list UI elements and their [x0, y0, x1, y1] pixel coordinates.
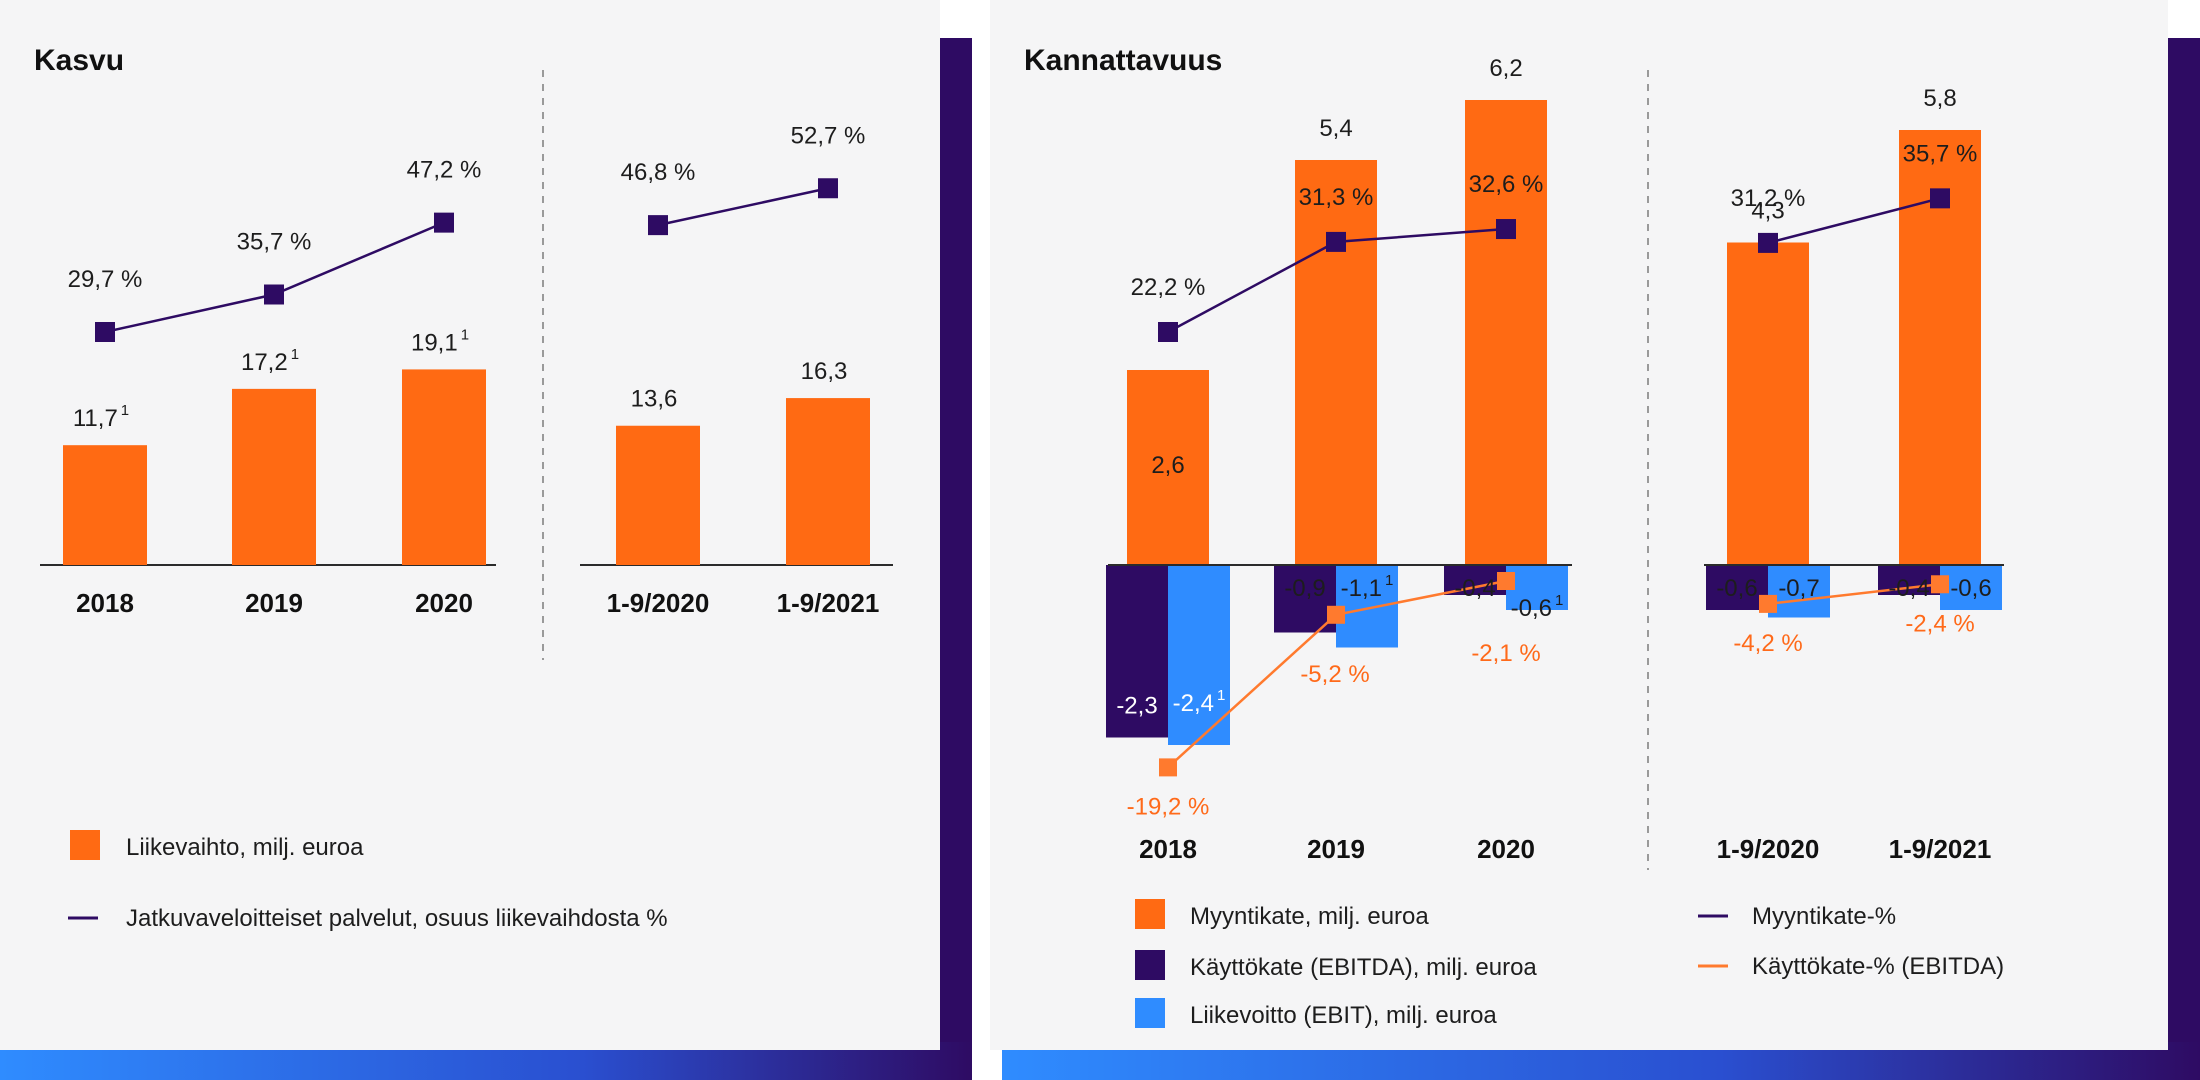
recurring-share-marker-1-9-2020 [648, 215, 668, 236]
ebit-bar-2020 [1506, 565, 1568, 610]
gross-margin-pct-value-label: 32,6 % [1469, 171, 1544, 198]
legend-revenue-label: Liikevaihto, milj. euroa [126, 834, 364, 861]
revenue-bar-2018 [63, 445, 147, 565]
revenue-bar-2019 [232, 388, 316, 565]
legend-ebitda-swatch [1135, 950, 1165, 980]
ebitda-pct-value-label: -2,4 % [1905, 610, 1974, 637]
gross-margin-bar-2018 [1127, 370, 1209, 565]
gross-margin-value-label: 5,8 [1923, 85, 1956, 112]
growth-category-label: 1-9/2020 [607, 588, 710, 618]
recurring-share-marker-2019 [264, 284, 284, 305]
gross-margin-pct-marker-2018 [1158, 322, 1178, 342]
gross-margin-pct-value-label: 31,2 % [1731, 185, 1806, 212]
ebit-value-label: -0,6 1 [1511, 592, 1564, 622]
ebitda-pct-marker-2019 [1327, 605, 1345, 624]
recurring-share-value-label: 47,2 % [407, 157, 482, 184]
recurring-share-line-segment [657, 187, 829, 227]
recurring-share-value-label: 35,7 % [237, 229, 312, 256]
gross-margin-pct-marker-2019 [1326, 231, 1346, 252]
revenue-value-label: 11,7 1 [73, 402, 129, 432]
ebitda-bar-2019 [1274, 565, 1336, 633]
gross-margin-bar-2020 [1465, 100, 1547, 565]
recurring-share-marker-2020 [434, 212, 454, 233]
ebit-bar-1-9-2021 [1940, 565, 2002, 610]
gross-margin-value-label: 5,4 [1319, 115, 1352, 142]
legend-gross-margin-label: Myyntikate, milj. euroa [1190, 903, 1429, 930]
gross-margin-pct-marker-1-9-2020 [1758, 232, 1778, 253]
left-panel-accent-bar [940, 38, 972, 1080]
legend-gross-margin-pct-label: Myyntikate-% [1752, 903, 1896, 930]
recurring-share-marker-1-9-2021 [818, 178, 838, 199]
growth-category-label: 2018 [76, 588, 134, 618]
legend-ebitda-pct-label: Käyttökate-% (EBITDA) [1752, 953, 2004, 980]
gross-margin-pct-marker-1-9-2021 [1930, 188, 1950, 209]
growth-category-label: 2019 [245, 588, 303, 618]
revenue-value-label: 13,6 [631, 386, 678, 413]
gross-margin-bar-2019 [1295, 160, 1377, 565]
gross-margin-pct-marker-2020 [1496, 219, 1516, 240]
ebit-bar-2019 [1336, 565, 1398, 648]
profitability-chart-title: Kannattavuus [1024, 44, 1222, 77]
gross-margin-value-label: 2,6 [1151, 452, 1184, 479]
gross-margin-pct-value-label: 22,2 % [1131, 274, 1206, 301]
ebitda-pct-value-label: -5,2 % [1300, 661, 1369, 688]
profitability-category-label: 2018 [1139, 834, 1197, 864]
ebitda-bar-1-9-2020 [1706, 565, 1768, 610]
revenue-value-label: 19,1 1 [411, 326, 469, 356]
revenue-bar-1-9-2020 [616, 425, 700, 565]
legend-ebitda-label: Käyttökate (EBITDA), milj. euroa [1190, 954, 1537, 981]
gross-margin-value-label: 4,3 [1751, 198, 1784, 225]
ebitda-pct-marker-1-9-2021 [1931, 575, 1949, 594]
ebitda-value-label: -0,9 [1284, 575, 1325, 602]
recurring-share-value-label: 29,7 % [68, 266, 143, 293]
growth-chart-title: Kasvu [34, 44, 124, 77]
recurring-share-marker-2018 [95, 322, 115, 342]
gross-margin-pct-value-label: 35,7 % [1903, 140, 1978, 167]
ebit-bar-2018 [1168, 565, 1230, 745]
legend-recurring-label: Jatkuvaveloitteiset palvelut, osuus liik… [126, 905, 668, 932]
recurring-share-value-label: 46,8 % [621, 159, 696, 186]
recurring-share-value-label: 52,7 % [791, 122, 866, 149]
ebitda-value-label: -0,6 [1716, 575, 1757, 602]
legend-ebit-label: Liikevoitto (EBIT), milj. euroa [1190, 1002, 1497, 1029]
revenue-value-label: 16,3 [801, 358, 848, 385]
profitability-category-label: 2020 [1477, 834, 1535, 864]
ebitda-pct-value-label: -4,2 % [1733, 630, 1802, 657]
gross-margin-pct-value-label: 31,3 % [1299, 184, 1374, 211]
ebitda-bar-2018 [1106, 565, 1168, 738]
legend-revenue-swatch [70, 830, 100, 860]
gross-margin-bar-1-9-2020 [1727, 242, 1809, 565]
revenue-value-label: 17,2 1 [241, 346, 299, 376]
revenue-bar-2020 [402, 369, 486, 565]
legend-ebit-swatch [1135, 998, 1165, 1028]
revenue-bar-1-9-2021 [786, 398, 870, 565]
profitability-category-label: 1-9/2021 [1889, 834, 1992, 864]
profitability-category-label: 1-9/2020 [1717, 834, 1820, 864]
right-panel-accent-bar [2168, 38, 2200, 1080]
ebitda-value-label: -0,4 [1454, 575, 1495, 602]
ebit-value-label: -0,7 [1778, 575, 1819, 602]
ebitda-value-label: -0,4 [1888, 575, 1929, 602]
ebitda-pct-value-label: -2,1 % [1471, 640, 1540, 667]
ebitda-value-label: -2,3 [1116, 693, 1157, 720]
ebitda-pct-marker-2020 [1497, 572, 1515, 590]
legend-gross-margin-swatch [1135, 899, 1165, 929]
ebitda-pct-marker-1-9-2020 [1759, 594, 1777, 613]
ebitda-pct-marker-2018 [1159, 758, 1177, 777]
growth-category-label: 2020 [415, 588, 473, 618]
growth-category-label: 1-9/2021 [777, 588, 880, 618]
ebitda-pct-line-segment [1767, 583, 1941, 606]
gross-margin-pct-line-segment [1767, 197, 1941, 245]
ebitda-pct-value-label: -19,2 % [1127, 793, 1210, 820]
ebit-value-label: -0,6 [1950, 575, 1991, 602]
gross-margin-value-label: 6,2 [1489, 55, 1522, 82]
ebit-bar-1-9-2020 [1768, 565, 1830, 618]
profitability-category-label: 2019 [1307, 834, 1365, 864]
